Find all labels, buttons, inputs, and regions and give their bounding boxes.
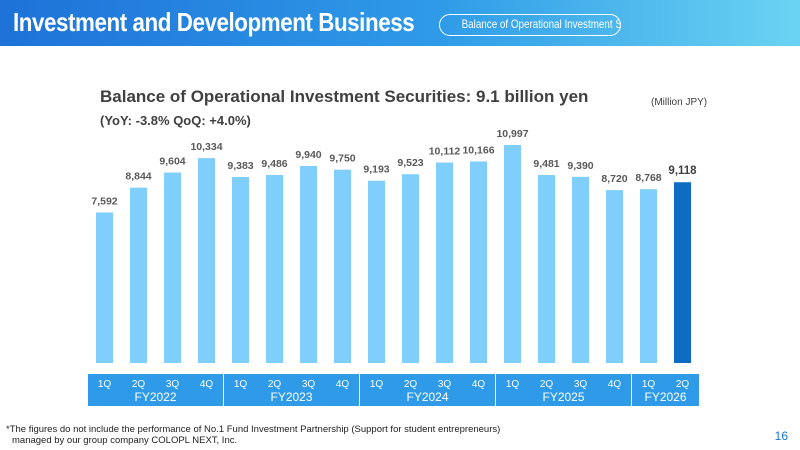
fiscal-year-band	[496, 374, 631, 406]
bar-value-label: 9,481	[533, 158, 559, 170]
bar-value-label: 9,390	[567, 160, 593, 172]
header-bar: Investment and Development Business Bala…	[0, 0, 800, 46]
footnote-line: *The figures do not include the performa…	[6, 424, 501, 435]
bar	[164, 172, 181, 363]
bar	[674, 182, 691, 363]
fiscal-year-band	[224, 374, 359, 406]
quarter-label: 3Q	[574, 379, 588, 390]
bar	[436, 162, 453, 363]
bar-value-label: 9,486	[261, 158, 287, 170]
bar	[96, 212, 113, 363]
bar	[130, 187, 147, 363]
bar-value-label: 9,193	[363, 164, 389, 176]
bar-value-label: 9,750	[329, 153, 355, 165]
fiscal-year-label: FY2023	[270, 390, 312, 404]
bar-value-label: 8,844	[125, 171, 151, 183]
bar	[640, 189, 657, 363]
bar	[300, 165, 317, 363]
footnote: *The figures do not include the performa…	[6, 424, 500, 446]
fiscal-year-label: FY2025	[542, 390, 584, 404]
quarter-label: 1Q	[506, 379, 520, 390]
section-badge-label: Balance of Operational Investment Securi…	[461, 17, 620, 31]
bar	[402, 174, 419, 363]
bar	[198, 158, 215, 363]
bar	[334, 169, 351, 363]
page-title: Investment and Development Business	[13, 7, 415, 37]
quarter-label: 3Q	[302, 379, 316, 390]
quarter-label: 2Q	[676, 379, 690, 390]
bar-value-label: 10,334	[190, 141, 222, 153]
section-badge: Balance of Operational Investment Securi…	[439, 14, 621, 36]
quarter-label: 2Q	[404, 379, 418, 390]
quarter-label: 4Q	[472, 379, 486, 390]
chart-subtitle: (YoY: -3.8% QoQ: +4.0%)	[100, 113, 251, 128]
bar	[368, 180, 385, 363]
quarter-label: 4Q	[608, 379, 622, 390]
bar-value-label: 8,768	[635, 172, 661, 184]
quarter-label: 2Q	[540, 379, 554, 390]
fiscal-year-label: FY2026	[644, 390, 686, 404]
bar	[572, 176, 589, 363]
bar-value-label: 10,997	[496, 128, 528, 140]
bar-value-label: 9,523	[397, 157, 423, 169]
chart-title: Balance of Operational Investment Securi…	[100, 87, 589, 106]
quarter-label: 4Q	[200, 379, 214, 390]
bar	[266, 174, 283, 363]
quarter-label: 3Q	[438, 379, 452, 390]
footnote-line: managed by our group company COLOPL NEXT…	[12, 435, 238, 446]
fiscal-year-band	[88, 374, 223, 406]
fiscal-year-label: FY2022	[134, 390, 176, 404]
fiscal-year-band	[360, 374, 495, 406]
bar-value-label: 9,604	[159, 156, 185, 168]
bar	[504, 144, 521, 363]
quarter-label: 2Q	[132, 379, 146, 390]
quarter-label: 1Q	[370, 379, 384, 390]
bar-value-label: 10,166	[462, 144, 494, 156]
bar	[606, 190, 623, 363]
bar-value-label: 7,592	[91, 195, 117, 207]
quarter-label: 3Q	[166, 379, 180, 390]
bar-value-label: 8,720	[601, 173, 627, 185]
bar	[538, 175, 555, 363]
page-number: 16	[774, 429, 788, 443]
bar	[232, 176, 249, 363]
bar-value-label: 9,118	[668, 165, 697, 177]
bar-value-label: 10,112	[429, 146, 461, 158]
quarter-label: 1Q	[98, 379, 112, 390]
fiscal-year-band	[632, 374, 699, 406]
quarter-label: 1Q	[642, 379, 656, 390]
unit-label: (Million JPY)	[651, 97, 708, 108]
quarter-label: 2Q	[268, 379, 282, 390]
fiscal-year-label: FY2024	[406, 390, 448, 404]
bar-value-label: 9,383	[227, 160, 253, 172]
quarter-label: 1Q	[234, 379, 248, 390]
bar	[470, 161, 487, 363]
quarter-label: 4Q	[336, 379, 350, 390]
bar-value-label: 9,940	[295, 149, 321, 161]
